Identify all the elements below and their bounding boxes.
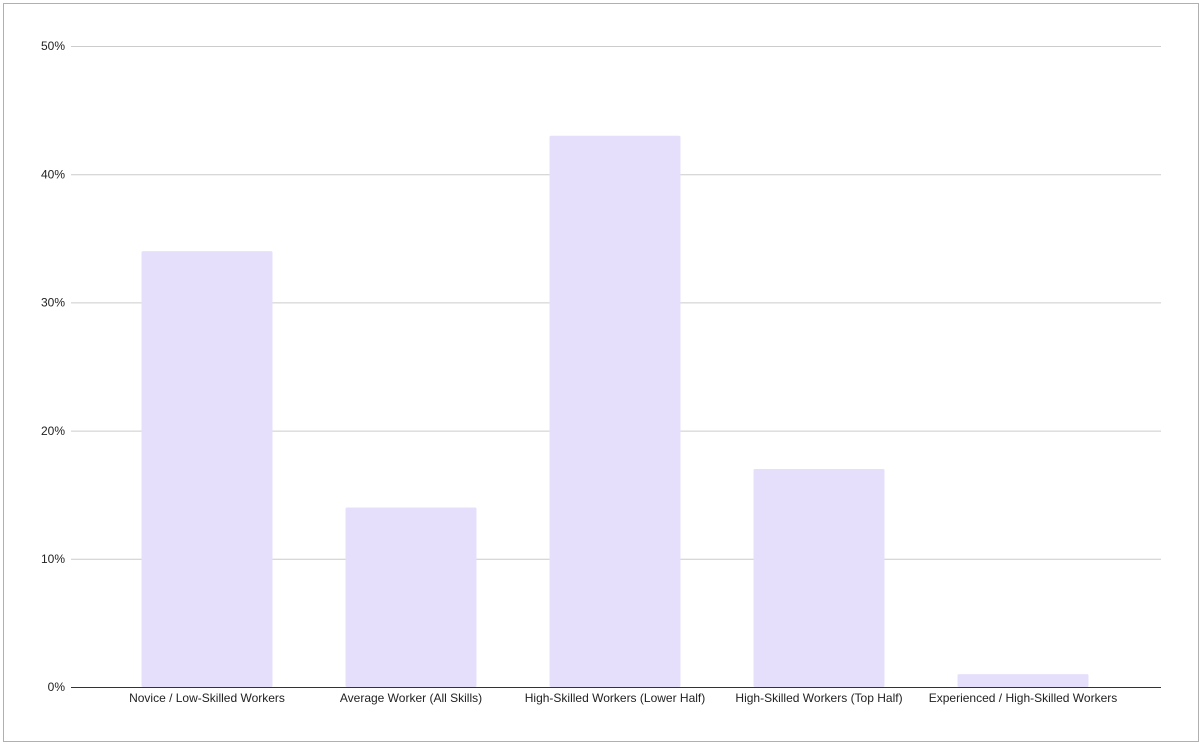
- x-tick-label: Novice / Low-Skilled Workers: [129, 691, 285, 705]
- bar: [345, 507, 477, 687]
- x-tick-label: High-Skilled Workers (Top Half): [735, 691, 902, 705]
- y-tick-label: 50%: [41, 39, 65, 53]
- y-tick-label: 20%: [41, 424, 65, 438]
- bar: [957, 674, 1089, 687]
- bar: [549, 135, 681, 688]
- y-tick-label: 0%: [48, 680, 66, 694]
- bar: [141, 251, 273, 687]
- x-tick-label: High-Skilled Workers (Lower Half): [525, 691, 706, 705]
- y-tick-label: 30%: [41, 296, 65, 310]
- y-tick-label: 40%: [41, 167, 65, 181]
- y-tick-label: 10%: [41, 552, 65, 566]
- x-tick-label: Average Worker (All Skills): [340, 691, 482, 705]
- bar: [753, 469, 885, 687]
- x-tick-label: Experienced / High-Skilled Workers: [929, 691, 1118, 705]
